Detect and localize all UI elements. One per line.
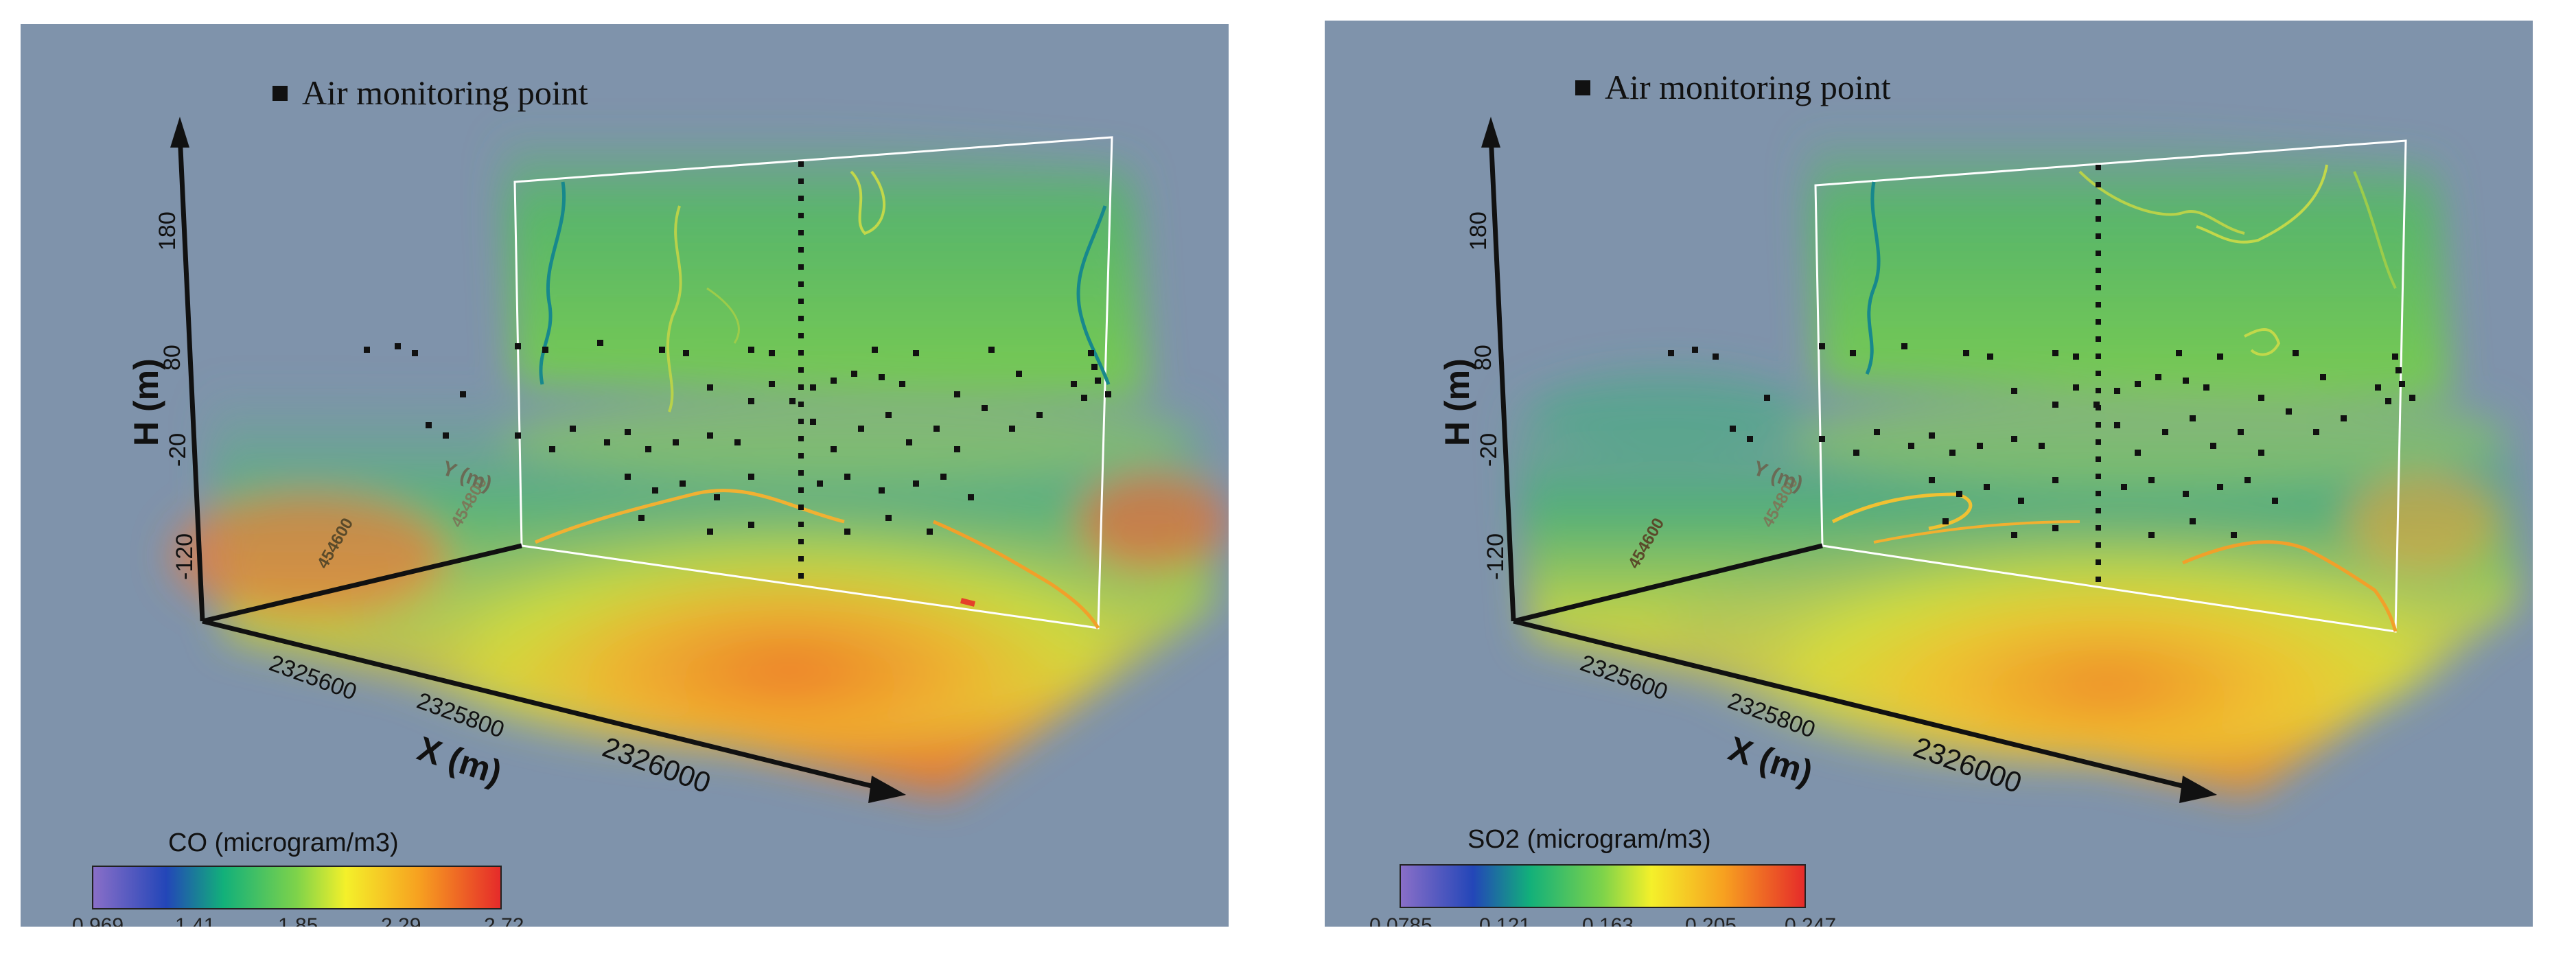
co-plot-svg: 180 80 -20 -120 H (m) 2325600 2325800 23…	[21, 24, 1229, 927]
h-axis-title: H (m)	[1438, 358, 1476, 446]
x-axis-arrow	[868, 776, 906, 803]
colorbar-tick-1: 1.41	[175, 914, 215, 927]
legend-marker	[272, 86, 288, 101]
colorbar	[1400, 864, 1806, 908]
concentration-volume	[1510, 130, 2519, 796]
contour-lines	[1831, 164, 2398, 632]
vertical-profile-points	[798, 161, 804, 579]
co-plot-panel: 180 80 -20 -120 H (m) 2325600 2325800 23…	[21, 0, 1229, 927]
monitoring-points	[1668, 343, 2415, 538]
h-tick-minus120: -120	[172, 533, 198, 580]
concentration-volume	[172, 130, 1229, 796]
axes-lines	[177, 133, 886, 792]
h-tick-minus120: -120	[1483, 533, 1509, 580]
so2-plot-svg: 180 80 -20 -120 H (m) 2325600 2325800 23…	[1325, 21, 2533, 927]
monitoring-points	[364, 340, 1111, 535]
colorbar-tick-3: 2.29	[381, 914, 421, 927]
colorbar-tick-0: 0.969	[72, 914, 124, 927]
colorbar-title: CO (microgram/m3)	[168, 828, 399, 857]
colorbar	[92, 866, 502, 909]
colorbar-tick-4: 0.247	[1785, 914, 1836, 927]
vertical-profile-points	[2096, 165, 2101, 582]
h-tick-80: 80	[1470, 345, 1496, 371]
colorbar-tick-4: 2.72	[484, 914, 524, 927]
h-axis-arrow	[1481, 117, 1500, 148]
h-tick-minus20: -20	[165, 433, 191, 467]
colorbar-tick-0: 0.0785	[1369, 914, 1432, 927]
h-axis-arrow	[170, 117, 189, 148]
colorbar-tick-2: 1.85	[278, 914, 318, 927]
h-tick-minus20: -20	[1476, 433, 1502, 467]
legend-label: Air monitoring point	[1605, 68, 1891, 106]
h-tick-80: 80	[159, 345, 185, 371]
contour-lines	[535, 170, 1111, 629]
colorbar-tick-1: 0.121	[1479, 914, 1531, 927]
legend-label: Air monitoring point	[302, 73, 588, 112]
colorbar-title: SO2 (microgram/m3)	[1467, 825, 1711, 854]
so2-plot-panel: 180 80 -20 -120 H (m) 2325600 2325800 23…	[1325, 0, 2533, 927]
h-axis-title: H (m)	[127, 358, 165, 446]
x-axis-arrow	[2179, 776, 2217, 803]
h-tick-180: 180	[154, 211, 181, 251]
h-tick-180: 180	[1465, 211, 1492, 251]
colorbar-tick-3: 0.205	[1685, 914, 1737, 927]
axes-lines	[1488, 133, 2197, 792]
legend-marker	[1575, 80, 1590, 95]
colorbar-tick-2: 0.163	[1582, 914, 1634, 927]
